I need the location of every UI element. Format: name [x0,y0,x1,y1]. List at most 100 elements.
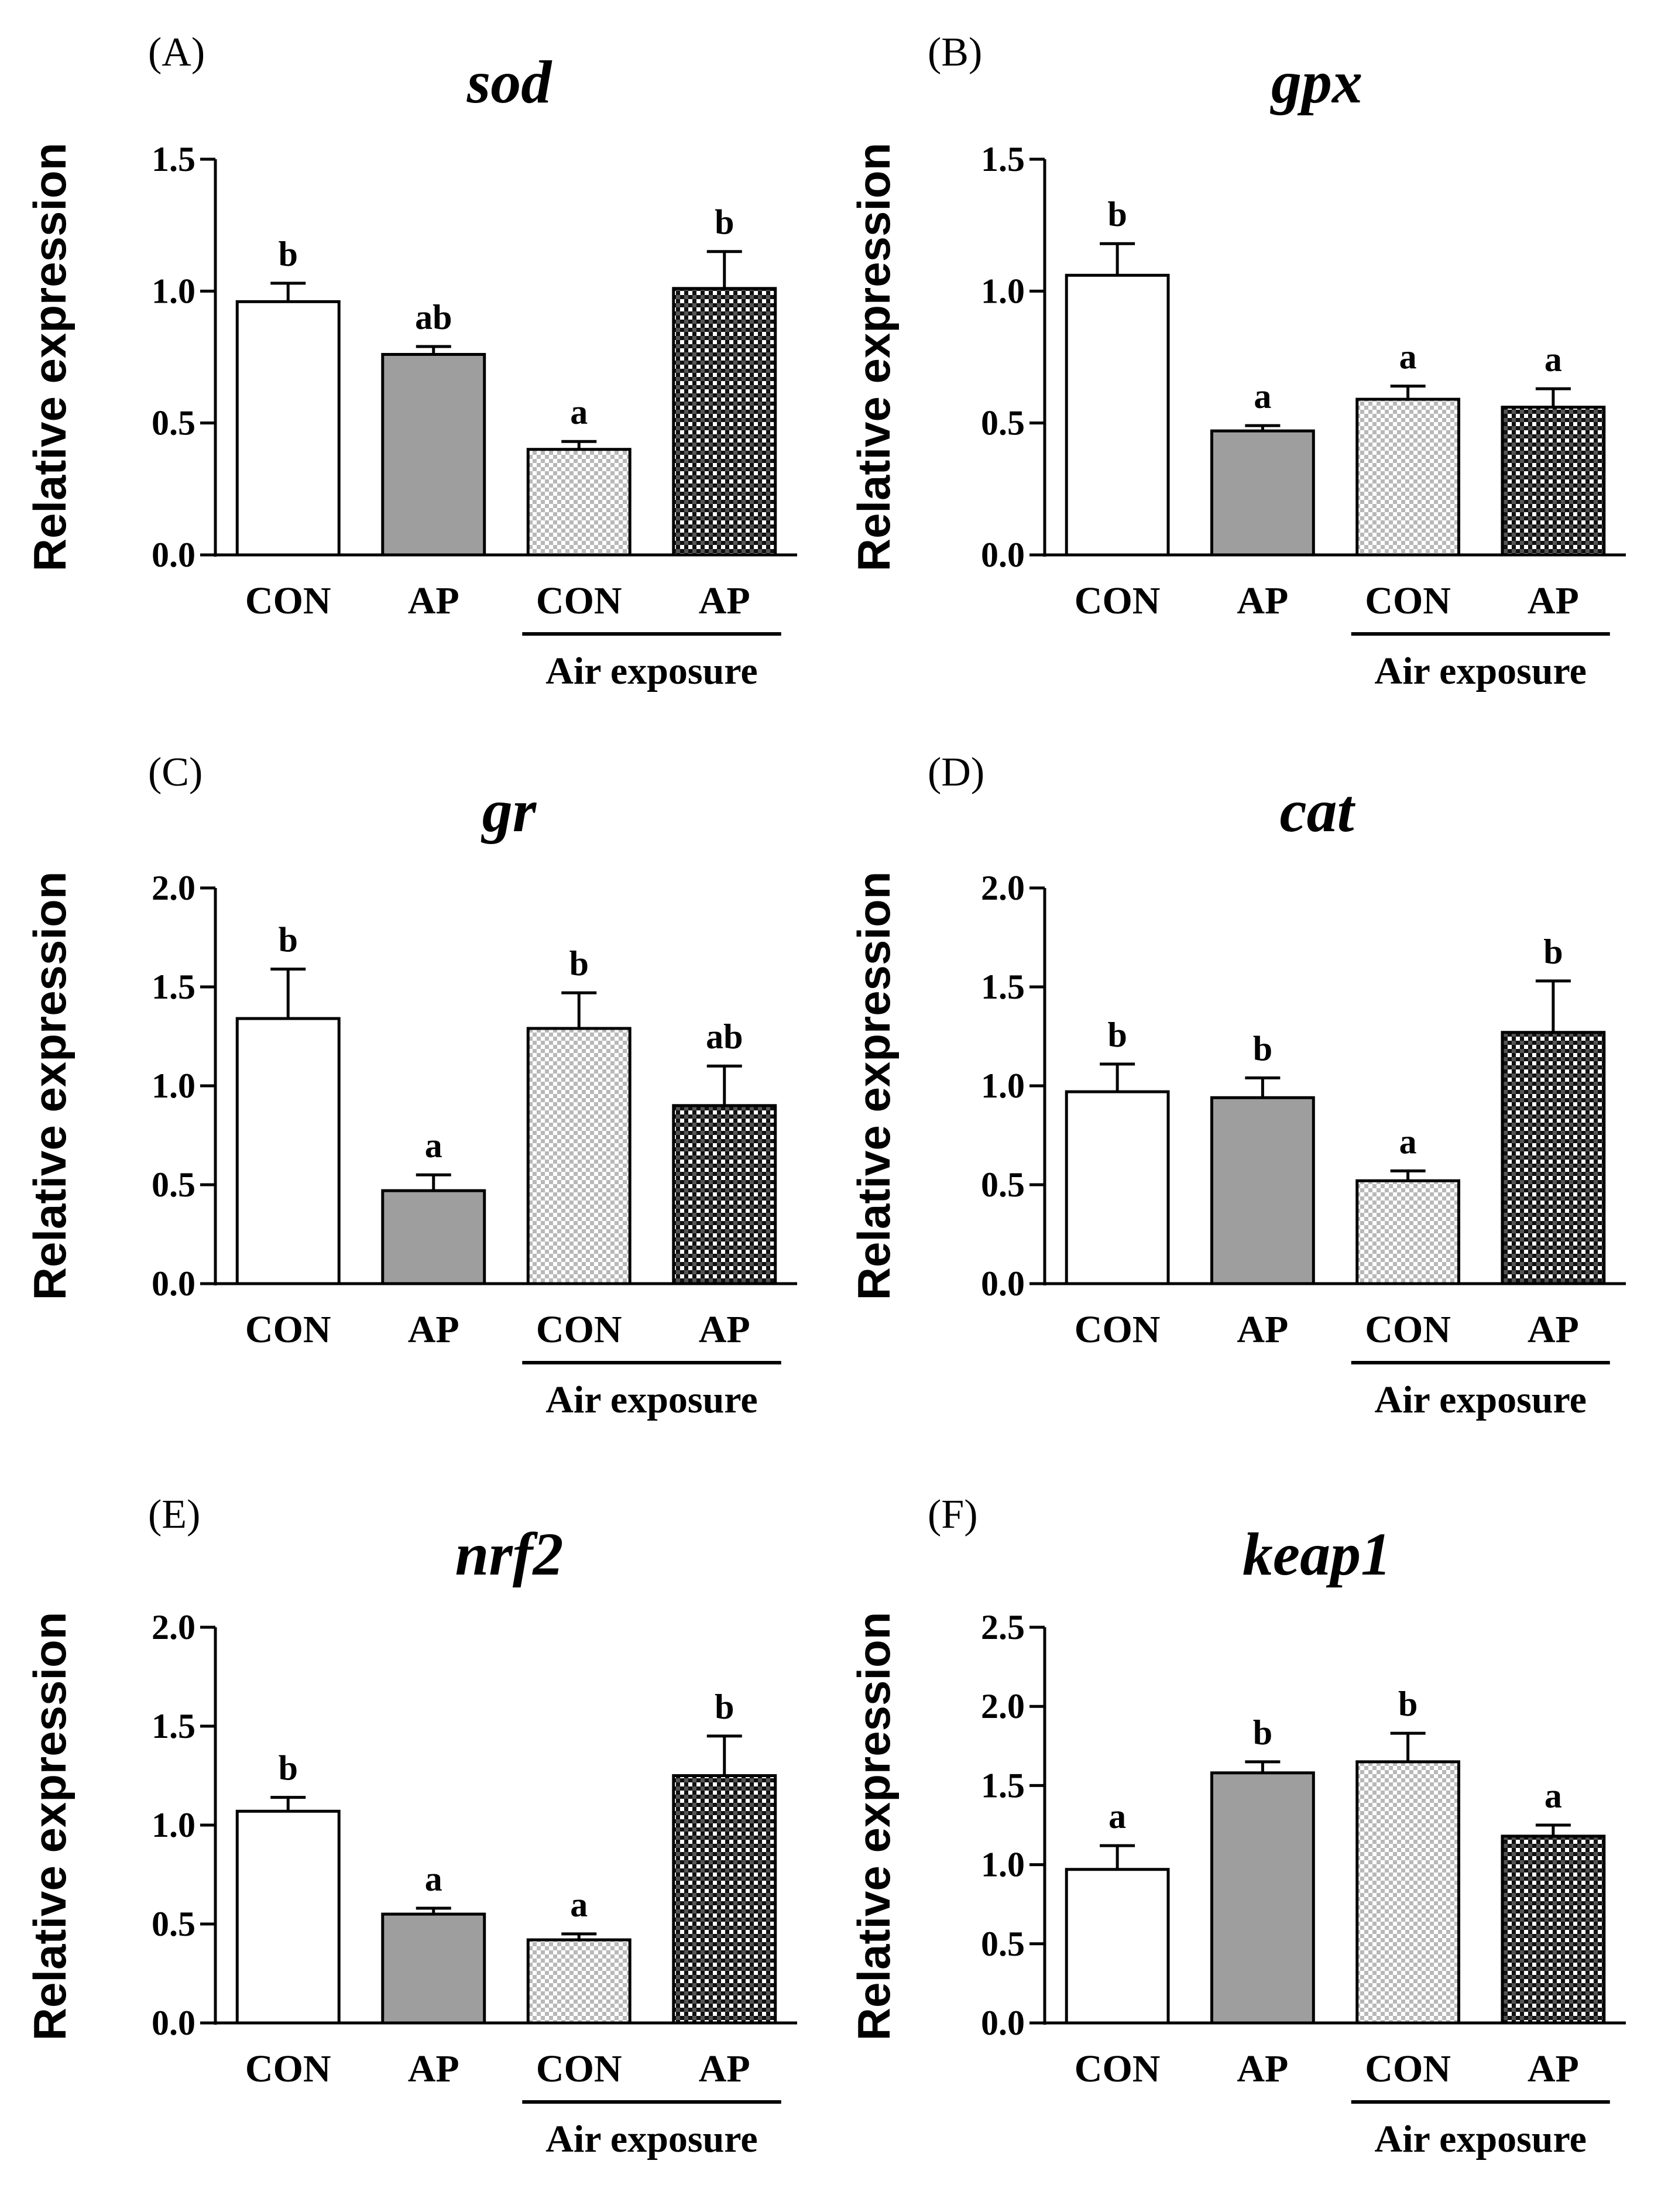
y-axis-label: Relative expression [24,872,75,1301]
y-tick-label: 1.5 [152,140,195,179]
y-axis-label: Relative expression [848,872,900,1301]
y-tick-label: 0.5 [152,1165,195,1204]
significance-label: b [1253,1029,1272,1068]
panel-letter: (F) [928,1492,978,1537]
x-category-label: AP [1237,1308,1288,1351]
bar-con [1355,397,1461,557]
significance-label: b [279,921,298,959]
y-tick-label: 1.5 [981,968,1025,1006]
panel-letter: (A) [148,30,205,75]
y-tick-label: 0.0 [152,536,195,574]
significance-label: ab [706,1017,743,1056]
bar-con [526,448,631,557]
x-category-label: AP [1237,579,1288,622]
bar-con [526,1027,631,1285]
y-tick-label: 0.5 [981,1925,1025,1963]
bar-ap [1210,1771,1315,2025]
x-category-label: CON [245,579,331,622]
x-category-label: AP [699,1308,750,1351]
x-category-label: AP [1528,1308,1579,1351]
significance-label: a [570,1885,588,1924]
significance-label: a [1545,1777,1562,1815]
y-axis-label: Relative expression [24,1612,75,2041]
group-label: Air exposure [545,2118,757,2160]
group-label: Air exposure [545,1378,757,1421]
group-label: Air exposure [1375,1378,1587,1421]
y-tick-label: 1.0 [152,1066,195,1105]
significance-label: a [425,1126,442,1165]
significance-label: a [570,393,588,431]
y-tick-label: 2.0 [981,1687,1025,1726]
bar-con [235,1809,341,2025]
y-axis-label: Relative expression [848,143,900,572]
y-tick-label: 2.5 [981,1608,1025,1647]
significance-label: a [1399,1122,1417,1161]
bar-ap [672,1104,777,1285]
panel-letter: (E) [148,1492,200,1537]
y-tick-label: 0.0 [981,2004,1025,2042]
x-category-label: AP [408,1308,459,1351]
y-tick-label: 1.5 [152,968,195,1006]
x-category-label: CON [1075,579,1161,622]
significance-label: a [1545,340,1562,379]
chart-title: keap1 [1243,1521,1391,1588]
x-category-label: CON [536,1308,622,1351]
x-category-label: AP [1237,2048,1288,2090]
bar-con [235,1017,341,1285]
significance-label: b [1398,1685,1418,1723]
y-tick-label: 0.0 [981,536,1025,574]
x-category-label: CON [1365,2048,1451,2090]
y-tick-label: 1.0 [152,1806,195,1844]
significance-label: b [279,235,298,273]
panel-sod: (A) sod Relative expression 0.0 0.5 1.0 1.5 b CO… [24,30,797,692]
bar-con [526,1938,631,2025]
panel-cat: (D) cat Relative expression 0.0 0.5 1.0 1.5 2.0… [848,750,1626,1421]
group-label: Air exposure [1375,2118,1587,2160]
bar-con [1355,1179,1461,1285]
y-tick-label: 0.0 [981,1264,1025,1303]
x-category-label: CON [1075,2048,1161,2090]
bar-con [1065,1090,1170,1285]
y-axis-label: Relative expression [24,143,75,572]
y-tick-label: 0.5 [981,1165,1025,1204]
bar-con [1355,1760,1461,2025]
y-tick-label: 1.0 [981,272,1025,310]
y-axis-label: Relative expression [848,1612,900,2041]
y-tick-label: 1.0 [981,1846,1025,1884]
y-tick-label: 0.5 [981,404,1025,443]
x-category-label: AP [699,579,750,622]
chart-title: cat [1279,777,1355,845]
bar-ap [1501,1031,1606,1285]
x-category-label: CON [245,2048,331,2090]
chart-title: nrf2 [455,1521,564,1588]
significance-label: a [1108,1797,1126,1836]
significance-label: a [1399,338,1417,376]
panel-keap1: (F) keap1 Relative expression 0.0 0.5 1.0 1.5 2… [848,1492,1626,2160]
panel-nrf2: (E) nrf2 Relative expression 0.0 0.5 1.0 1.5 2.… [24,1492,797,2160]
x-category-label: AP [699,2048,750,2090]
bar-ap [1501,1834,1606,2025]
panel-letter: (D) [928,750,984,795]
significance-label: a [425,1860,442,1898]
significance-label: b [569,944,589,983]
panel-gpx: (B) gpx Relative expression 0.0 0.5 1.0 1.5 b CO… [848,30,1626,692]
y-tick-label: 1.0 [152,272,195,310]
significance-label: b [279,1749,298,1788]
panel-gr: (C) gr Relative expression 0.0 0.5 1.0 1.5 2.0 b… [24,750,797,1421]
y-tick-label: 0.5 [152,1905,195,1943]
significance-label: ab [415,298,452,337]
x-category-label: AP [408,579,459,622]
x-category-label: AP [408,2048,459,2090]
bar-ap [381,1912,486,2025]
x-category-label: AP [1528,579,1579,622]
bar-con [1065,1868,1170,2025]
x-category-label: CON [1365,579,1451,622]
significance-label: b [1107,195,1127,234]
x-category-label: CON [1075,1308,1161,1351]
chart-title: gpx [1270,49,1362,116]
panel-letter: (C) [148,750,203,795]
significance-label: b [1107,1016,1127,1054]
y-tick-label: 0.0 [152,1264,195,1303]
group-label: Air exposure [1375,650,1587,692]
